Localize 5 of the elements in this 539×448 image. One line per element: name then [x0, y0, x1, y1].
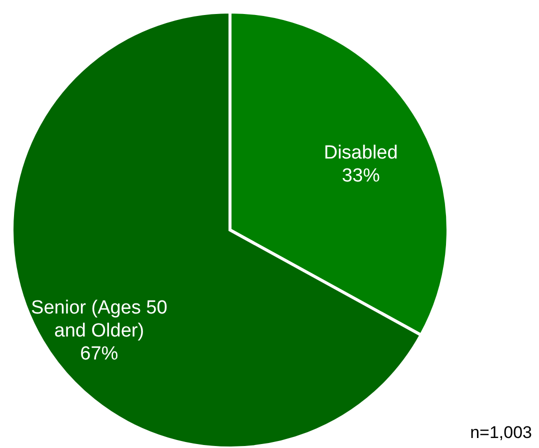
text: n=1,003	[470, 423, 532, 442]
data-label: 33%	[342, 166, 380, 187]
data-label: 67%	[80, 343, 118, 364]
slice-label: Senior (Ages 50 and Older)	[31, 297, 168, 342]
slice-label: Disabled	[324, 142, 398, 164]
